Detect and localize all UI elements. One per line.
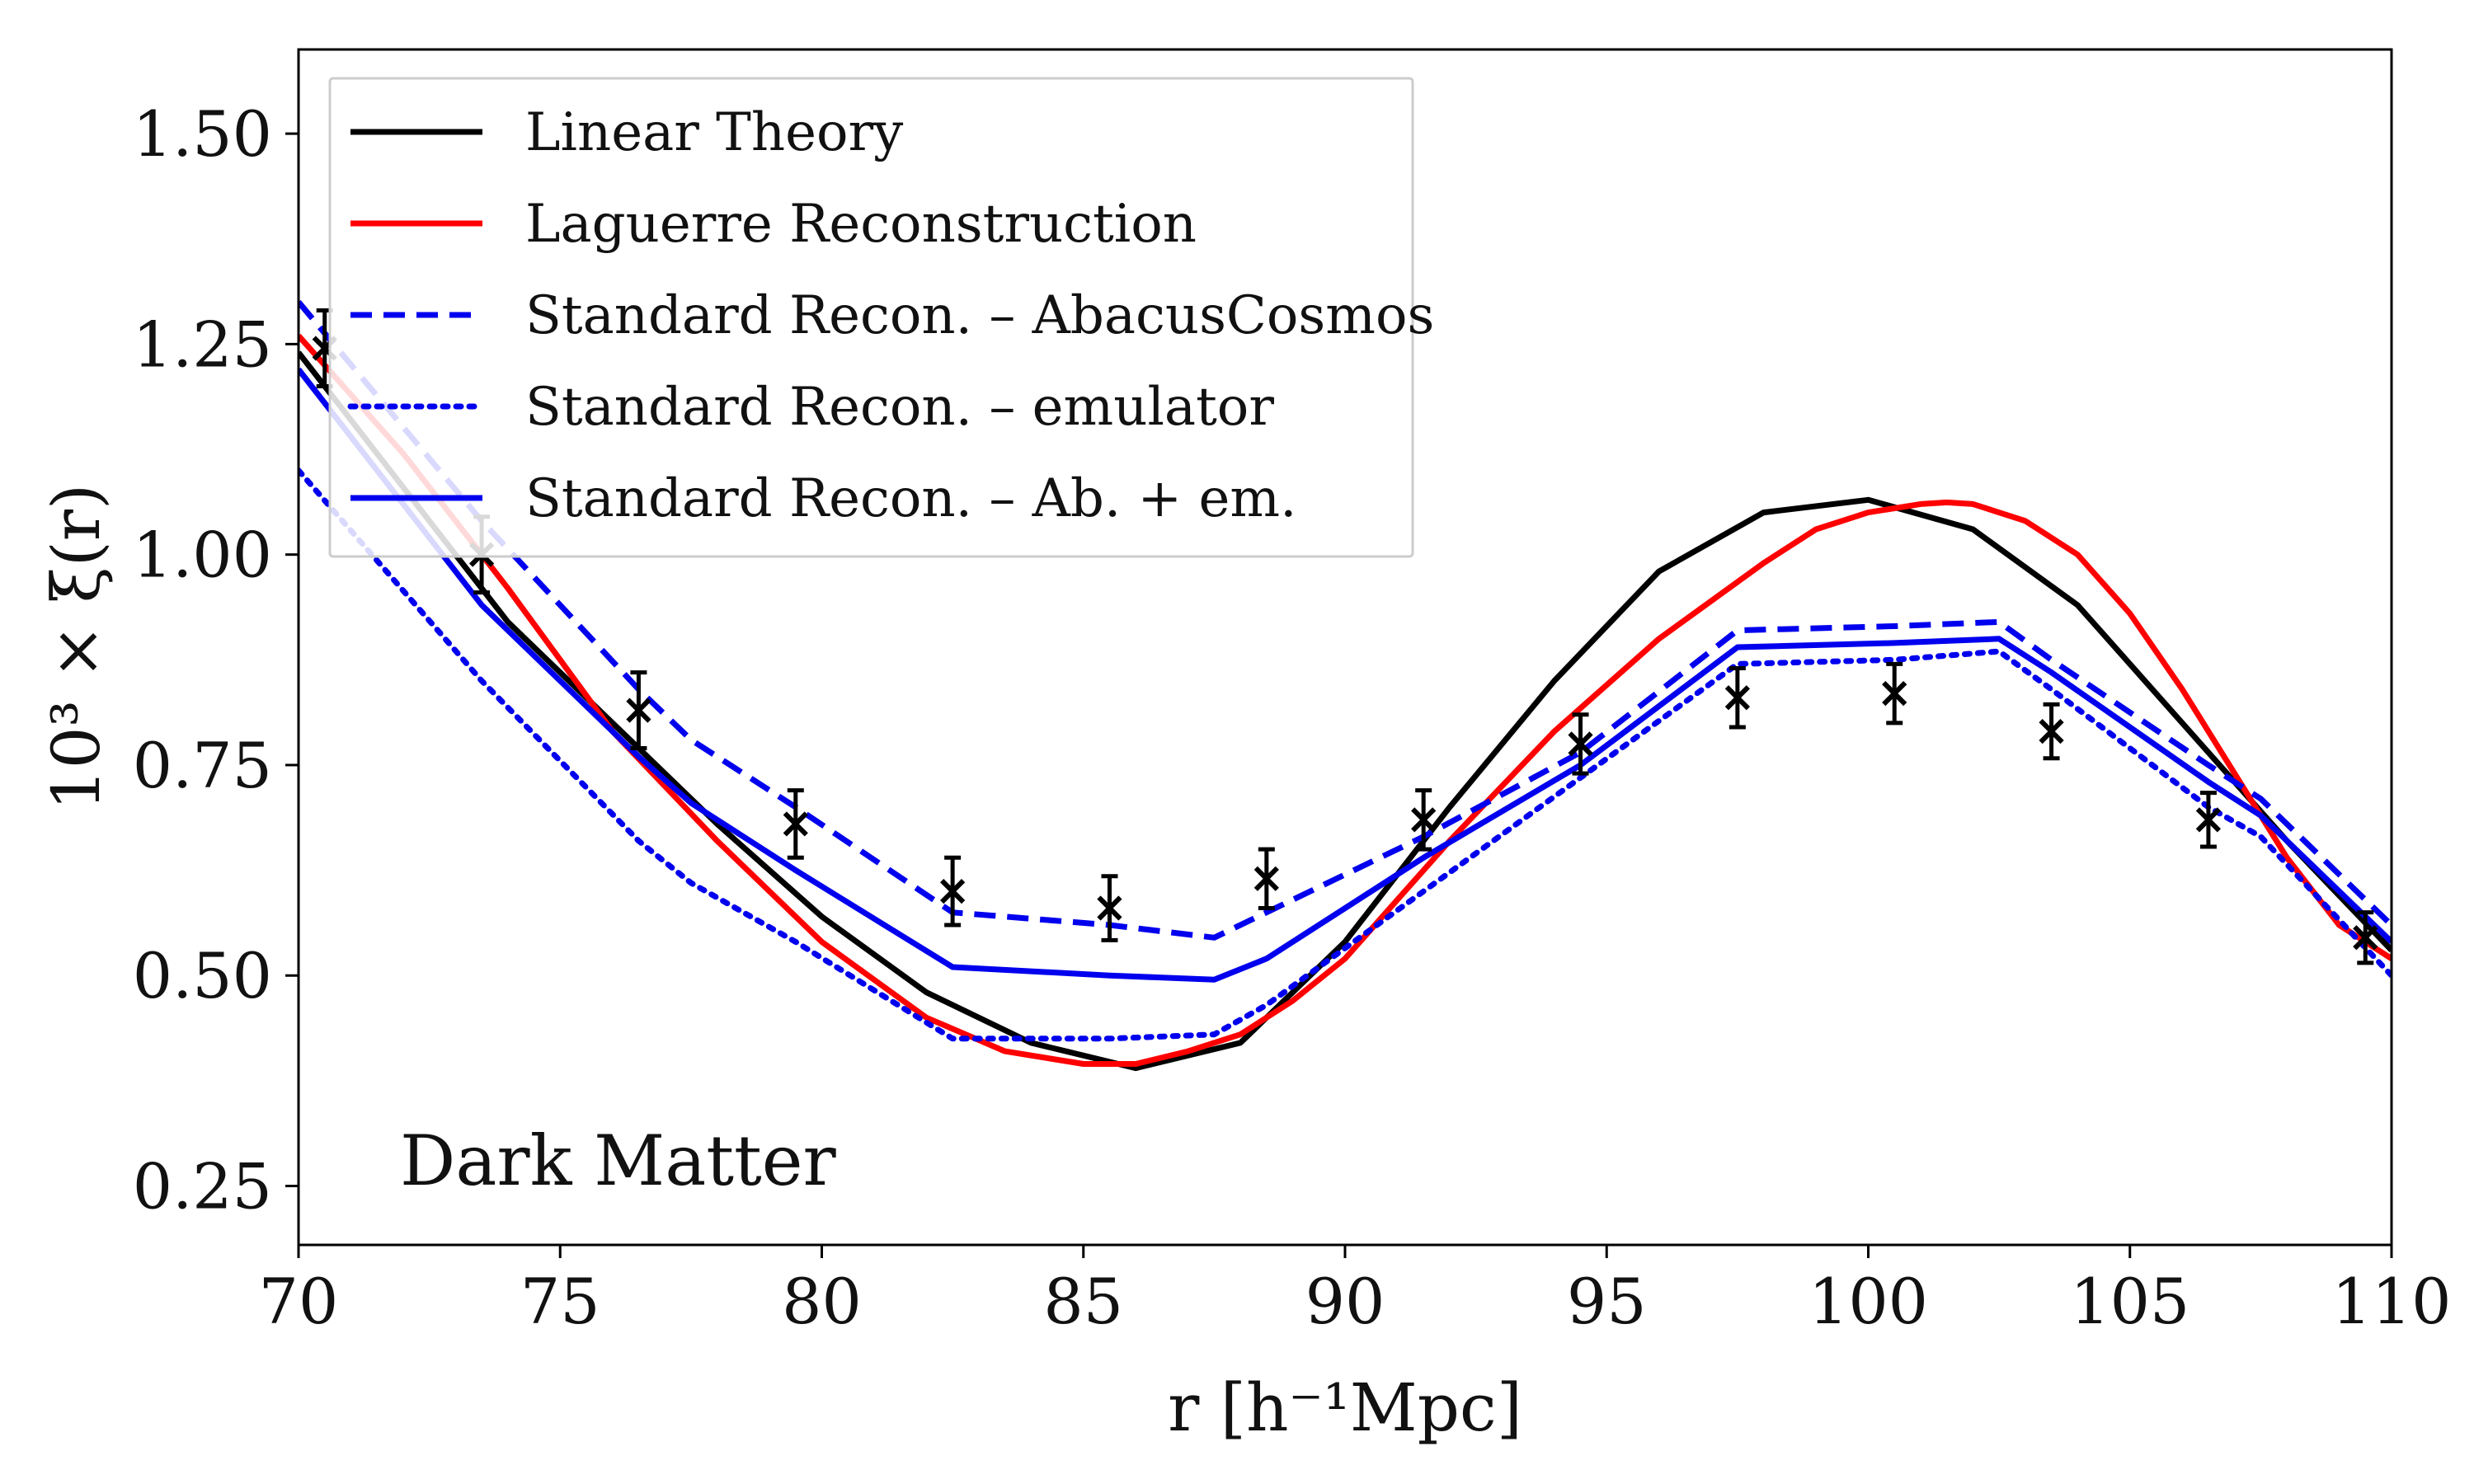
data-point — [626, 670, 651, 751]
x-tick-label: 105 — [2070, 1265, 2189, 1338]
y-tick-label: 1.25 — [133, 308, 272, 381]
legend-entry: Laguerre Reconstruction — [350, 194, 1197, 255]
data-point — [2039, 702, 2064, 761]
series-line-2 — [299, 333, 2392, 1067]
y-axis: 0.25 0.50 0.75 1.00 1.25 1.50 — [133, 97, 299, 1223]
x-tick-label: 90 — [1305, 1265, 1385, 1338]
legend-box — [328, 77, 1414, 558]
x-tick-label: 75 — [520, 1265, 600, 1338]
x-tick-label: 100 — [1808, 1265, 1928, 1338]
data-point — [940, 855, 966, 928]
legend-label: Laguerre Reconstruction — [525, 194, 1197, 255]
data-point — [1253, 847, 1279, 911]
legend: Linear Theory Laguerre Reconstruction Stan… — [328, 77, 1434, 558]
legend-entry: Linear Theory — [350, 102, 903, 163]
legend-label: Standard Recon. – emulator — [525, 377, 1274, 438]
data-point — [1882, 661, 1907, 726]
legend-entry: Standard Recon. – Ab. + em. — [350, 468, 1296, 529]
data-point — [1724, 666, 1750, 730]
series-line-4 — [299, 467, 2392, 1042]
data-point — [1097, 874, 1122, 942]
x-tick-label: 95 — [1567, 1265, 1647, 1338]
y-tick-label: 1.00 — [133, 519, 272, 592]
series-line-3 — [299, 300, 2392, 941]
y-tick-label: 0.50 — [133, 939, 272, 1012]
data-point — [1568, 712, 1593, 776]
legend-label: Standard Recon. – Ab. + em. — [525, 468, 1296, 529]
y-tick-label: 1.50 — [133, 97, 272, 171]
series-line-5 — [299, 367, 2392, 983]
data-point — [2353, 910, 2378, 965]
x-tick-label: 110 — [2331, 1265, 2451, 1338]
x-tick-label: 85 — [1043, 1265, 1123, 1338]
x-axis: 70 75 80 85 90 95 100 105 110 — [259, 1245, 2452, 1338]
data-point — [1411, 788, 1437, 852]
legend-entry: Standard Recon. – emulator — [347, 377, 1274, 438]
legend-label: Standard Recon. – AbacusCosmos — [525, 285, 1434, 346]
marker-layer — [312, 308, 2378, 965]
legend-label: Linear Theory — [525, 102, 903, 163]
y-tick-label: 0.25 — [133, 1150, 272, 1223]
data-point — [2195, 791, 2222, 849]
x-tick-label: 80 — [782, 1265, 862, 1338]
data-point — [783, 788, 808, 860]
dark-matter-annotation: Dark Matter — [400, 1120, 836, 1201]
series-line-1 — [299, 350, 2392, 1072]
x-axis-label: r [h⁻¹Mpc] — [1168, 1369, 1522, 1446]
series-layer — [299, 300, 2392, 1072]
y-axis-label: 10³ × ξ(r) — [38, 484, 115, 810]
legend-entry: Standard Recon. – AbacusCosmos — [350, 285, 1434, 346]
x-tick-label: 70 — [259, 1265, 339, 1338]
y-tick-label: 0.75 — [133, 729, 272, 802]
